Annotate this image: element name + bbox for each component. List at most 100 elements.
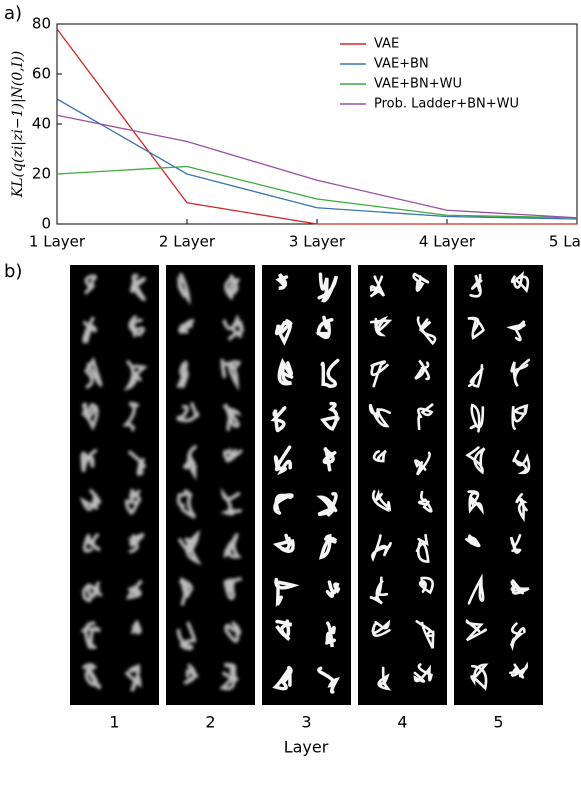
digit-sample (316, 492, 338, 517)
digit-sample (176, 402, 200, 423)
digit-sample (84, 356, 103, 389)
panel-label: b) (4, 261, 22, 282)
digit-sample (510, 358, 531, 388)
digit-sample (79, 489, 102, 511)
digit-sample (123, 360, 148, 391)
digit-sample (320, 358, 340, 388)
digit-sample (272, 666, 293, 691)
y-tick-label: 60 (32, 65, 51, 83)
samples (465, 271, 531, 691)
digit-sample (82, 316, 98, 344)
x-tick-label: 3 Layer (289, 233, 346, 251)
samples (368, 272, 437, 691)
digit-sample (130, 619, 142, 635)
digit-sample (176, 359, 189, 389)
digit-sample (221, 403, 242, 432)
digit-sample (369, 275, 386, 298)
digit-sample (467, 490, 484, 515)
sample-panel (454, 265, 543, 705)
digit-sample (128, 450, 147, 476)
digit-sample (273, 445, 292, 476)
digit-sample (222, 313, 244, 341)
digit-sample (224, 274, 241, 301)
legend-label: Prob. Ladder+BN+WU (374, 97, 519, 112)
sample-panel (70, 265, 159, 705)
x-tick-label: 2 Layer (159, 233, 216, 251)
plot-frame (56, 23, 578, 225)
digit-sample (512, 449, 531, 475)
digit-sample (377, 666, 392, 691)
digit-sample (219, 662, 239, 691)
digit-sample (176, 621, 197, 651)
digit-sample (415, 620, 435, 649)
digit-sample (178, 529, 202, 566)
digit-sample (83, 533, 101, 553)
digit-sample (414, 451, 431, 476)
digit-sample (130, 273, 147, 302)
series-line (56, 28, 577, 225)
column-label: 2 (205, 713, 215, 732)
panel-label: a) (4, 3, 22, 24)
digit-sample (371, 619, 391, 637)
digit-sample (125, 663, 142, 692)
digit-sample (277, 357, 294, 386)
legend-label: VAE+BN (374, 57, 429, 72)
digit-sample (317, 272, 339, 303)
digit-sample (467, 364, 485, 388)
digit-sample (417, 403, 434, 431)
digit-sample (324, 621, 337, 648)
digit-sample (177, 272, 191, 306)
x-tick-label: 5 Layer (549, 233, 581, 251)
digit-sample (370, 360, 389, 388)
digit-sample (317, 666, 341, 694)
digit-sample (273, 493, 294, 515)
digit-sample (509, 622, 526, 652)
y-tick-label: 20 (32, 165, 51, 183)
series-line (56, 98, 578, 220)
column-label: 1 (109, 713, 119, 732)
digit-sample (81, 402, 99, 431)
digit-sample (371, 534, 392, 562)
digit-sample (80, 449, 98, 472)
digit-sample (371, 488, 392, 513)
digit-sample (509, 534, 522, 554)
column-label: 5 (493, 713, 503, 732)
digit-sample (465, 619, 488, 642)
digit-sample (176, 489, 197, 519)
digit-sample (274, 577, 300, 608)
digit-sample (470, 663, 489, 691)
digit-sample (220, 358, 242, 392)
digit-sample (368, 403, 392, 428)
digit-sample (128, 315, 145, 338)
legend-label: VAE (374, 37, 399, 52)
digit-sample (469, 403, 485, 433)
digit-sample (124, 488, 142, 515)
digit-sample (417, 490, 433, 513)
digit-sample (275, 619, 293, 641)
digit-sample (509, 661, 529, 679)
digit-sample (325, 580, 341, 598)
digit-sample (322, 447, 337, 472)
x-tick-label: 1 Layer (29, 233, 86, 251)
digit-sample (182, 445, 197, 481)
digit-sample (126, 579, 143, 600)
digit-sample (465, 446, 486, 475)
column-label: 3 (301, 713, 311, 732)
digit-sample (275, 273, 289, 290)
digit-sample (126, 532, 145, 554)
digit-sample (510, 271, 530, 294)
digit-sample (469, 273, 483, 298)
digit-sample (418, 576, 434, 595)
series-line (56, 165, 578, 219)
digit-sample (82, 581, 103, 603)
digit-sample (320, 401, 340, 431)
digit-sample (224, 621, 242, 643)
x-axis-label: Layer (284, 738, 329, 757)
digit-sample (413, 663, 433, 683)
digit-sample (270, 406, 287, 433)
digit-sample (272, 533, 295, 553)
digit-sample (315, 315, 334, 340)
y-tick-label: 40 (32, 115, 51, 133)
samples (79, 273, 148, 692)
